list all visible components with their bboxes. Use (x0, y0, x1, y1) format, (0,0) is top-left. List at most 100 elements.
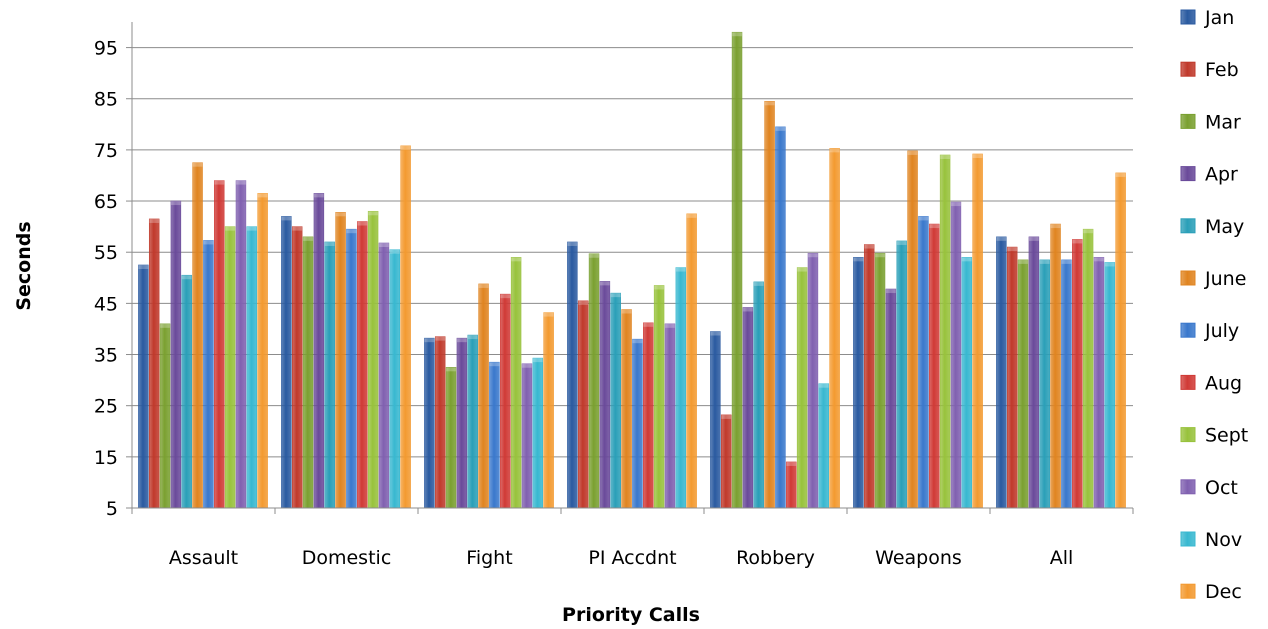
bar-oct-all (1093, 257, 1105, 509)
bar-cap (732, 32, 742, 37)
bar-may-domestic (324, 241, 335, 509)
bar-cap (522, 363, 532, 368)
bar-cap (246, 226, 257, 231)
bar-cap (829, 148, 840, 153)
bar-cap (710, 331, 721, 336)
bar-mar-domestic (302, 236, 314, 509)
bar-cap (214, 180, 225, 185)
bar-cap (951, 202, 961, 207)
x-tick-label: Weapons (875, 547, 962, 569)
bar-mar-assault (159, 323, 171, 509)
bar-jan-domestic (281, 216, 292, 509)
bar-mar-robbery (731, 31, 743, 509)
bar-sept-fight (510, 257, 522, 509)
bar-jan-assault (138, 264, 149, 509)
y-tick-label: 5 (106, 498, 118, 520)
bar-cap (643, 322, 654, 327)
y-tick-label: 15 (94, 447, 118, 469)
axes (131, 22, 1133, 509)
bar-cap (567, 241, 578, 246)
bar-cap (961, 257, 972, 262)
bar-apr-weapons (885, 288, 897, 509)
bar-jan-all (996, 236, 1007, 509)
bar-cap (875, 253, 885, 258)
bar-cap (599, 281, 610, 286)
bar-cap (203, 240, 214, 245)
legend-label-jan: Jan (1204, 7, 1234, 29)
bar-cap (170, 201, 181, 206)
bar-cap (786, 461, 797, 466)
bar-june-assault (192, 162, 203, 509)
bar-dec-weapons (972, 153, 983, 509)
bar-cap (621, 309, 632, 314)
bar-may-all (1039, 259, 1050, 509)
legend-label-apr: Apr (1205, 164, 1238, 186)
bar-nov-assault (246, 226, 258, 509)
bar-cap (368, 211, 379, 216)
legend-swatch-feb (1180, 61, 1196, 77)
bar-june-domestic (335, 212, 346, 509)
bar-cap (996, 236, 1007, 241)
legend-swatch-may (1180, 218, 1196, 234)
bar-dec-all (1115, 172, 1126, 509)
bar-may-pi-accdnt (610, 292, 621, 509)
bar-cap (589, 253, 599, 258)
bar-cap (1039, 259, 1050, 264)
x-tick-label: Domestic (302, 547, 392, 569)
bar-feb-weapons (863, 244, 875, 509)
bar-oct-fight (521, 363, 533, 509)
bar-nov-all (1104, 262, 1116, 509)
bar-aug-fight (500, 293, 511, 509)
y-axis-title: Seconds (13, 221, 35, 310)
bar-feb-assault (148, 218, 160, 509)
legend-swatch-apr (1180, 166, 1196, 182)
y-axis-ticks: 5 15 25 35 45 55 65 75 85 95 (94, 38, 132, 520)
bar-may-assault (181, 274, 192, 509)
bar-cap (864, 244, 875, 249)
bar-cap (324, 241, 335, 246)
bar-apr-domestic (313, 193, 325, 509)
bar-cap (1007, 247, 1018, 252)
legend-label-may: May (1205, 216, 1244, 238)
bar-dec-assault (257, 193, 268, 509)
bar-may-weapons (896, 240, 907, 509)
bar-oct-pi-accdnt (664, 323, 676, 509)
bar-cap (1028, 236, 1039, 241)
bar-dec-pi-accdnt (686, 213, 697, 509)
bar-cap (379, 243, 389, 247)
bar-cap (389, 249, 400, 254)
bar-cap (225, 226, 236, 231)
bar-mar-pi-accdnt (588, 253, 600, 509)
bar-oct-assault (235, 180, 247, 509)
y-tick-label: 95 (94, 38, 118, 60)
legend-swatch-july (1180, 322, 1196, 338)
bar-cap (357, 221, 368, 226)
bar-cap (400, 145, 411, 150)
bar-cap (1072, 239, 1083, 244)
bar-cap (1083, 229, 1094, 234)
bar-aug-all (1072, 239, 1083, 509)
x-axis-title: Priority Calls (562, 604, 700, 626)
bar-oct-domestic (378, 242, 390, 509)
bar-cap (1050, 224, 1061, 229)
bar-cap (775, 126, 786, 131)
bar-cap (435, 336, 446, 341)
bar-cap (940, 155, 951, 160)
bar-may-fight (467, 334, 478, 509)
bar-apr-fight (456, 337, 468, 509)
y-tick-label: 35 (94, 345, 118, 367)
bar-sept-all (1082, 228, 1094, 509)
bar-feb-pi-accdnt (577, 300, 589, 509)
bar-apr-all (1028, 236, 1040, 509)
legend-swatch-nov (1180, 531, 1196, 547)
bars (138, 31, 1126, 509)
y-tick-label: 65 (94, 191, 118, 213)
bar-cap (335, 212, 346, 217)
bar-cap (797, 267, 808, 272)
bar-july-robbery (775, 126, 786, 509)
bar-cap (138, 265, 149, 269)
bar-dec-robbery (829, 148, 840, 509)
x-tick-label: Fight (466, 547, 512, 569)
bar-nov-weapons (961, 257, 973, 509)
x-tick-label: Assault (169, 547, 238, 569)
